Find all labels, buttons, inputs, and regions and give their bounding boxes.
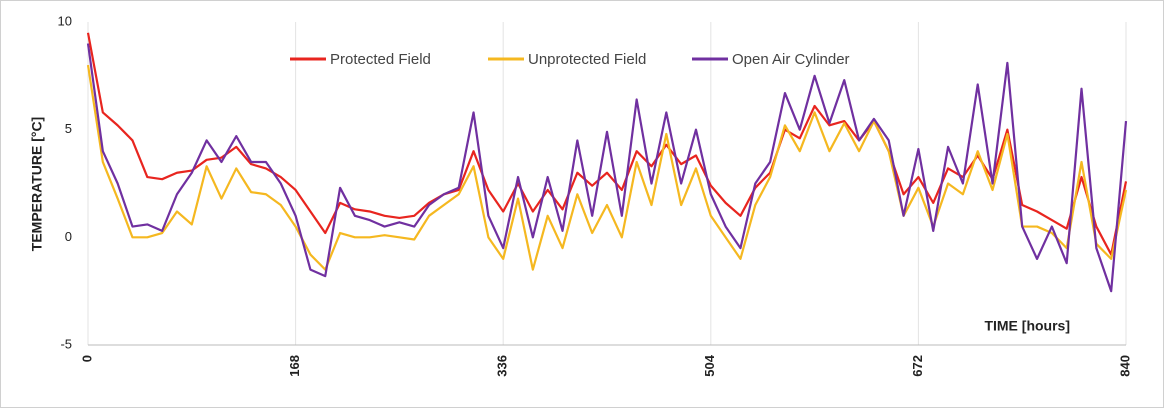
y-tick-label: 5 <box>65 121 72 136</box>
y-tick-label: -5 <box>60 336 72 351</box>
series-line <box>86 32 1128 256</box>
x-tick-label: 840 <box>1117 355 1132 377</box>
series-line <box>86 43 1128 293</box>
y-tick-label: 10 <box>58 13 72 28</box>
legend-label: Protected Field <box>330 51 431 68</box>
y-axis-label: TEMPERATURE [°C] <box>29 117 45 251</box>
x-tick-label: 0 <box>79 355 94 362</box>
x-tick-label: 672 <box>910 355 925 377</box>
x-axis-label: TIME [hours] <box>984 318 1070 334</box>
x-tick-label: 168 <box>287 355 302 377</box>
x-tick-label: 504 <box>702 354 717 376</box>
x-tick-label: 336 <box>495 355 510 377</box>
legend-label: Unprotected Field <box>528 51 646 68</box>
y-tick-label: 0 <box>65 229 72 244</box>
legend-label: Open Air Cylinder <box>732 51 850 68</box>
series-line <box>86 64 1128 271</box>
